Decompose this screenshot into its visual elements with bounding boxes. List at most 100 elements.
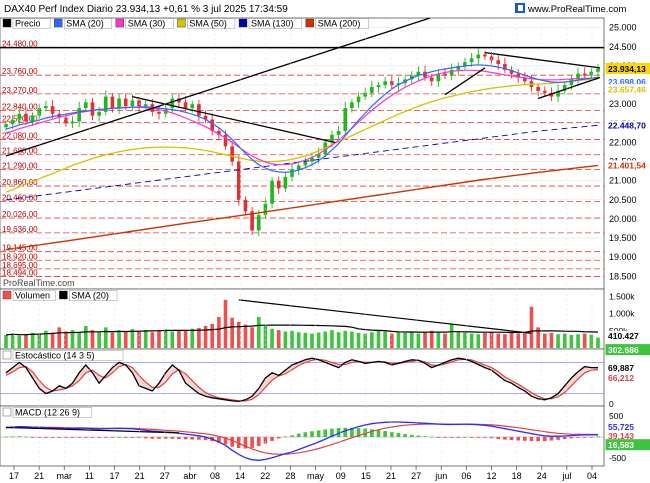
value-tag-label: 21.401,54 <box>608 161 646 171</box>
level-label: 22.840,00 <box>2 102 38 111</box>
x-tick-label: 24 <box>537 471 547 481</box>
volume-bar <box>10 333 15 348</box>
macd-histogram-bar <box>17 436 22 438</box>
volume-bar <box>396 332 401 348</box>
legend-box <box>12 407 93 418</box>
legends: Precio SMA (20) SMA (30) SMA (50) SMA (130) S… <box>2 18 369 418</box>
macd-histogram-bar <box>449 437 454 438</box>
volume-bar <box>270 328 274 348</box>
x-tick-label: 08 <box>210 471 220 481</box>
value-tag-label: 16,583 <box>608 440 634 450</box>
macd-histogram-bar <box>64 437 68 438</box>
brand-link[interactable]: www.ProRealTime.com <box>527 4 626 15</box>
macd-histogram-bar <box>296 433 301 437</box>
legend-swatch <box>177 18 186 28</box>
volume-bar <box>469 333 474 348</box>
value-tag <box>606 362 650 373</box>
macd-histogram-bar <box>383 431 387 437</box>
macd-histogram-bar <box>423 436 427 438</box>
macd-histogram-bar <box>103 437 108 438</box>
candle <box>44 106 48 109</box>
candle <box>117 98 121 109</box>
x-tick-label: 17 <box>9 471 19 481</box>
volume-bar <box>403 332 407 348</box>
macd-histogram-bar <box>469 437 474 438</box>
macd-histogram-bar <box>256 437 261 447</box>
level-label: 21.290,00 <box>2 162 38 171</box>
volume-sma-line <box>5 324 599 336</box>
sma200-line <box>5 164 599 251</box>
candle <box>343 108 348 132</box>
volume-bar <box>343 330 348 348</box>
macd-histogram-bar <box>336 427 341 437</box>
trendline <box>132 95 336 144</box>
legend-entry: SMA (50) <box>189 19 227 29</box>
volume-bar <box>383 331 387 348</box>
legend-swatch <box>54 18 63 28</box>
macd-histogram-bar <box>110 437 115 438</box>
legend-swatch <box>305 18 314 28</box>
volume-bar <box>496 333 501 348</box>
volume-bar <box>582 333 587 348</box>
price-y-tick-label: 20.000 <box>609 214 637 224</box>
legend-swatch <box>115 18 125 28</box>
legend-swatch <box>238 18 248 28</box>
candle <box>429 77 434 82</box>
macd-histogram-bar <box>576 437 580 438</box>
macd-histogram-bar <box>330 428 334 437</box>
candle <box>536 87 540 91</box>
volume-bar <box>336 332 341 348</box>
candle <box>556 90 560 97</box>
candle <box>456 65 461 70</box>
candle <box>310 157 314 162</box>
volume-bar <box>110 332 115 348</box>
candle <box>270 180 274 204</box>
value-tag <box>606 84 650 95</box>
macd-y-tick-label: -500 <box>609 453 626 463</box>
macd-histogram-bar <box>542 437 547 442</box>
macd-histogram-bar <box>582 437 587 438</box>
volume-bar <box>290 330 294 348</box>
macd-histogram-bar <box>203 437 208 441</box>
volume-bar <box>363 333 367 348</box>
candle <box>576 73 580 80</box>
x-tick-label: 18 <box>512 471 522 481</box>
volume-bar <box>183 330 188 348</box>
volume-bar <box>143 330 148 348</box>
candle <box>256 215 261 231</box>
footer-brand: ProRealTime.com <box>3 278 75 288</box>
volume-bar <box>70 330 75 348</box>
candle <box>383 81 387 86</box>
candle <box>449 69 454 76</box>
macd-histogram-bar <box>70 437 75 438</box>
macd-histogram-bar <box>323 429 328 437</box>
candle <box>30 115 35 122</box>
x-tick-label: 21 <box>386 471 396 481</box>
volume-bar <box>44 330 48 348</box>
volume-bar <box>310 333 314 348</box>
macd-histogram-bar <box>350 427 354 437</box>
macd-histogram-bar <box>509 437 514 441</box>
value-tag-label: 69,887 <box>608 363 634 373</box>
volume-bar <box>190 328 195 348</box>
legend-box <box>63 18 113 29</box>
value-tag-label: 410.427 <box>608 331 639 341</box>
candle <box>90 102 95 116</box>
value-tag <box>605 63 650 75</box>
macd-histogram-bar <box>403 434 407 437</box>
level-label: 23.760,00 <box>2 67 38 76</box>
volume-bar <box>516 333 520 348</box>
macd-histogram-bar <box>30 437 35 438</box>
level-label: 18.494,00 <box>2 269 38 278</box>
volume-bar <box>569 334 574 348</box>
candle <box>170 98 175 109</box>
legend-box <box>12 350 124 361</box>
volume-bar <box>323 331 328 348</box>
volume-bar <box>50 332 55 348</box>
value-tag-label: 23.657,46 <box>608 84 646 94</box>
value-tag-label: 66,212 <box>608 373 634 383</box>
volume-bar <box>250 327 254 348</box>
price-y-tick-label: 20.500 <box>609 195 637 205</box>
level-label: 20.860,00 <box>2 178 38 187</box>
